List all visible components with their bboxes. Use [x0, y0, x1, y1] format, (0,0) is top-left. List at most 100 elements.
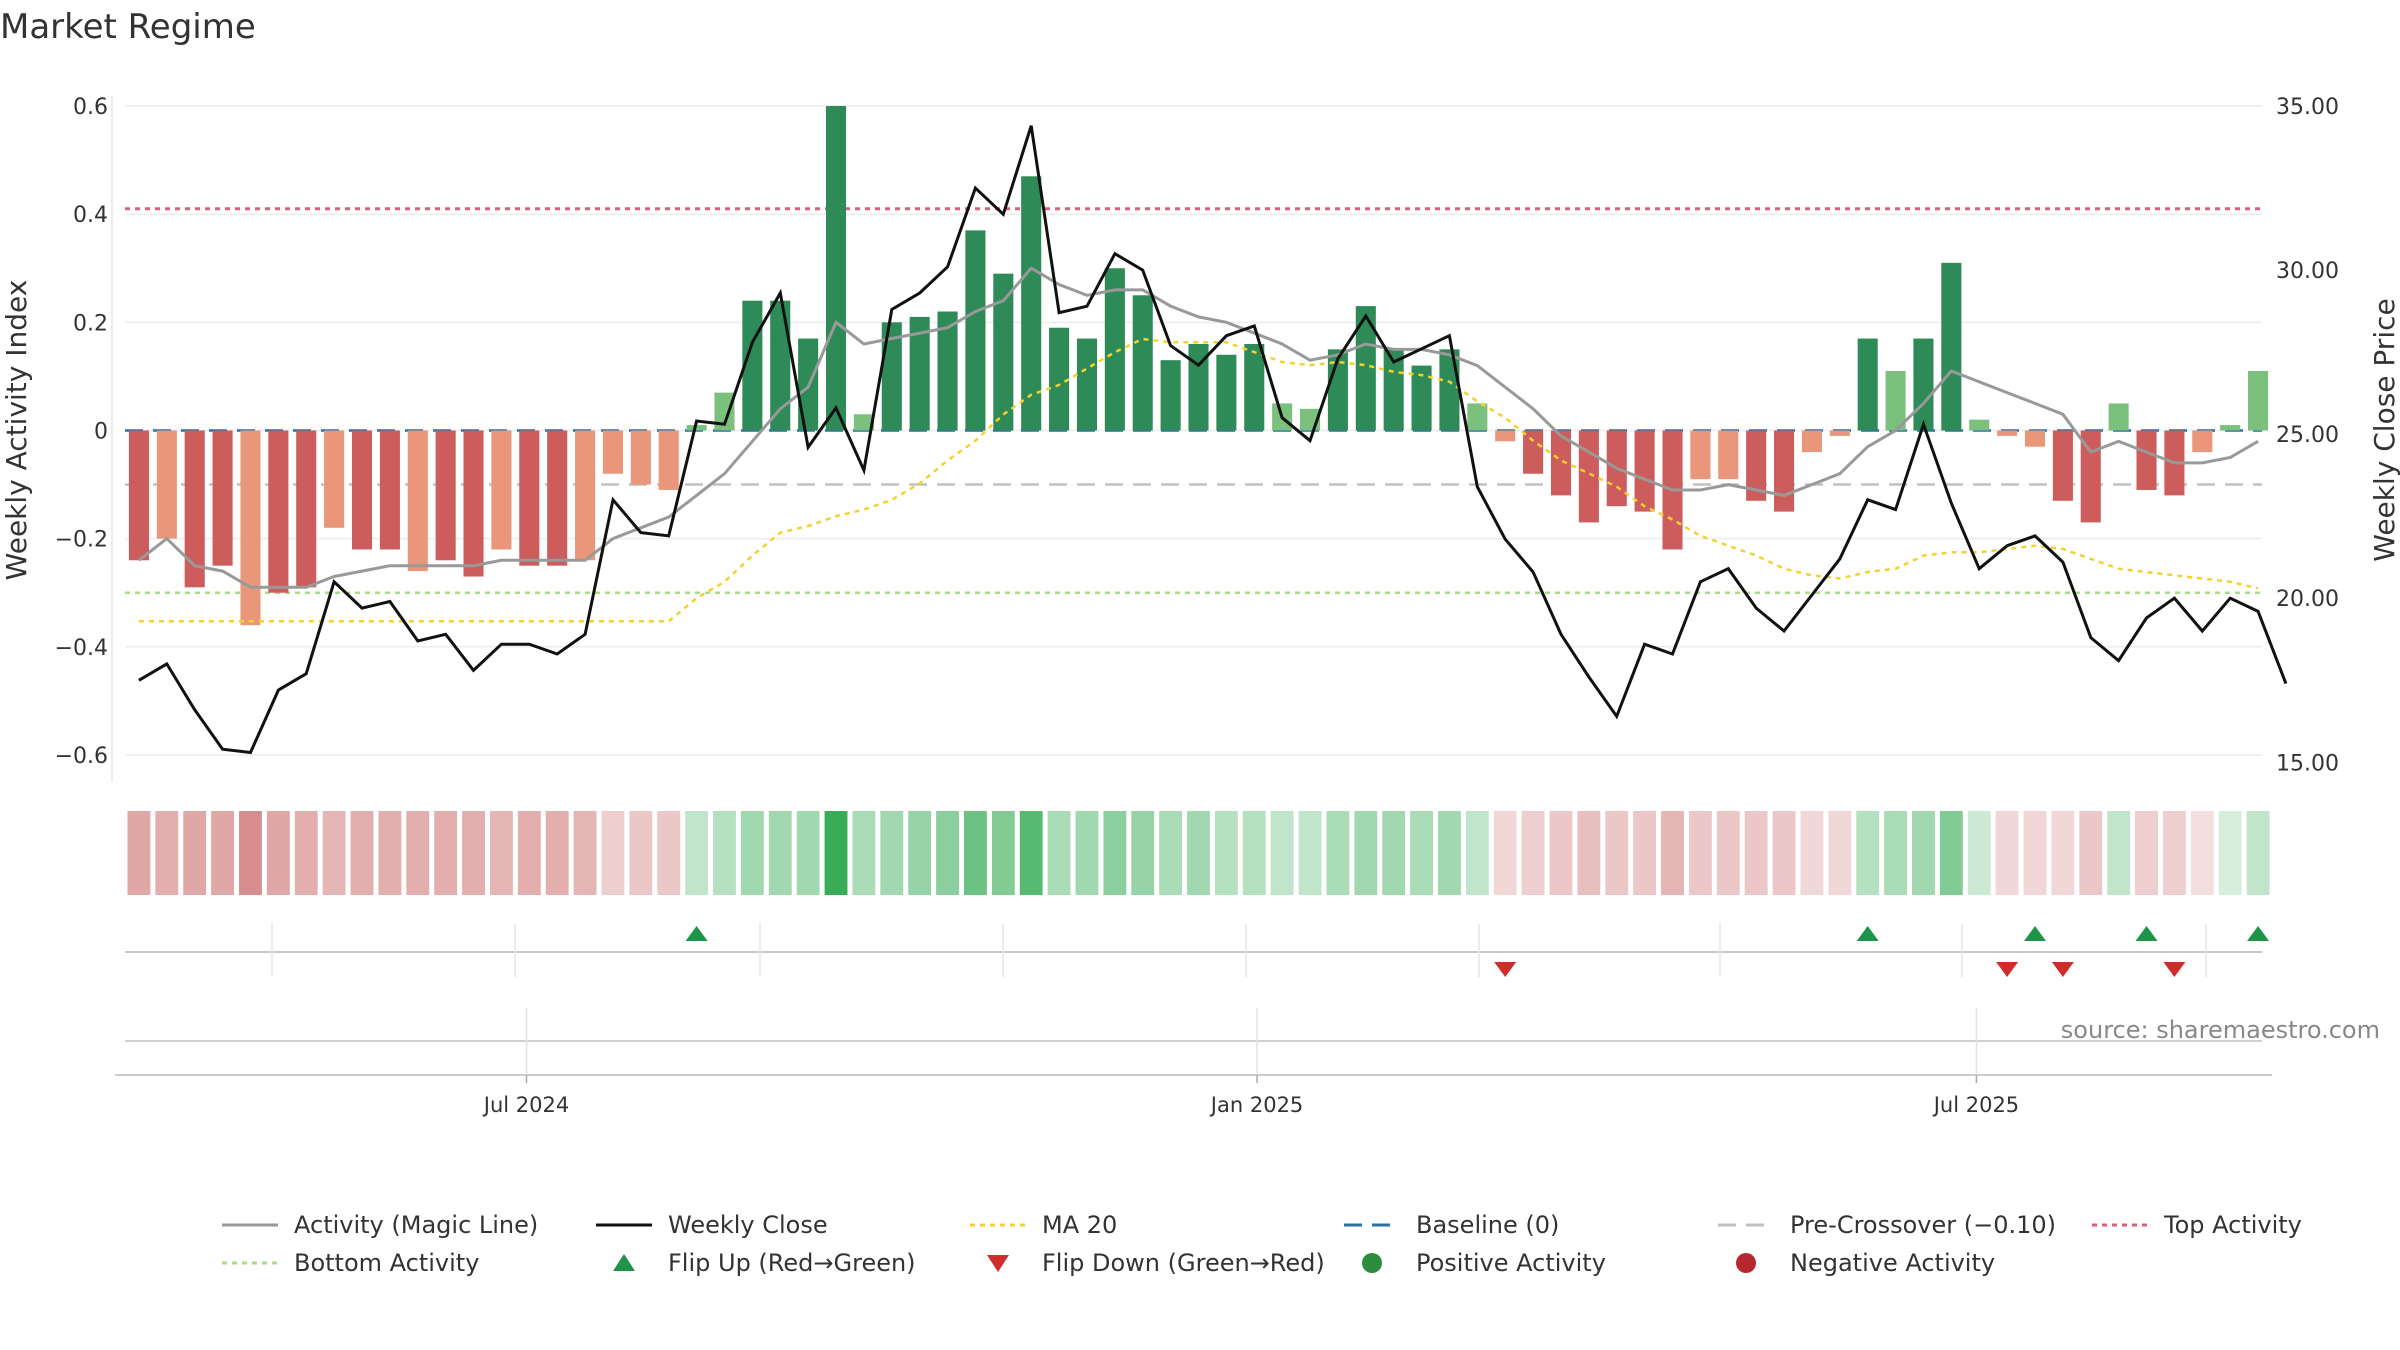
left-tick-label: −0.6 [55, 744, 108, 769]
legend-label: Baseline (0) [1416, 1211, 1559, 1239]
legend-item: Baseline (0) [1344, 1211, 1559, 1239]
legend-item: Positive Activity [1362, 1249, 1606, 1277]
activity-bar [240, 430, 261, 626]
activity-bar [1160, 360, 1181, 431]
activity-bar [324, 430, 345, 528]
regime-strip-cell [155, 811, 179, 895]
right-axis-label: Weekly Close Price [2368, 298, 2400, 561]
right-tick-label: 25.00 [2276, 423, 2339, 448]
date-tick-label: Jul 2024 [482, 1093, 569, 1117]
activity-bar [2052, 430, 2073, 501]
regime-strip-cell [2162, 811, 2186, 895]
left-axis-label: Weekly Activity Index [0, 280, 33, 581]
activity-bar [1969, 419, 1990, 431]
date-tick-labels: Jul 2024 Jan 2025 Jul 2025 [482, 1093, 2019, 1117]
activity-bar [547, 430, 568, 566]
activity-bar [825, 106, 847, 431]
left-tick-label: −0.4 [55, 636, 108, 661]
regime-strip-cell [1828, 811, 1852, 895]
legend-label: Flip Up (Red→Green) [668, 1249, 916, 1277]
regime-strip-cell [322, 811, 346, 895]
regime-strip-cell [2246, 811, 2270, 895]
regime-strip-cell [601, 811, 625, 895]
regime-strip-cell [824, 811, 848, 895]
activity-bar [1941, 262, 1962, 431]
regime-strip-cell [1716, 811, 1740, 895]
activity-bar [658, 430, 679, 490]
activity-bar [1355, 306, 1376, 431]
regime-strip-cell [1410, 811, 1433, 895]
legend-label: Pre-Crossover (−0.10) [1790, 1211, 2056, 1239]
regime-strip-cell [462, 811, 485, 895]
legend-swatch-negative [1736, 1253, 1756, 1273]
activity-bar [491, 430, 512, 550]
regime-strip-cell [1298, 811, 1322, 895]
regime-strip-cell [1438, 811, 1461, 895]
regime-strip-cell [1521, 811, 1545, 895]
legend-item: Activity (Magic Line) [222, 1211, 538, 1239]
legend-swatch-positive [1362, 1253, 1382, 1273]
regime-strip-cell [573, 811, 597, 895]
activity-bar [1774, 430, 1795, 512]
legend-label: Activity (Magic Line) [294, 1211, 538, 1239]
activity-bar [1913, 338, 1934, 431]
legend-item: Weekly Close [596, 1211, 828, 1239]
activity-bar [128, 430, 149, 561]
regime-strip-cell [1688, 811, 1712, 895]
regime-strip-cell [2023, 811, 2047, 895]
activity-bar [630, 430, 651, 485]
activity-bar [770, 300, 791, 431]
regime-strip-cell [1019, 811, 1043, 895]
activity-bar [2248, 370, 2269, 431]
regime-strip-cell [1577, 811, 1601, 895]
regime-strip [127, 811, 2270, 895]
gridlines [111, 96, 2262, 782]
right-axis-ticks: 35.00 30.00 25.00 20.00 15.00 [2276, 95, 2339, 776]
legend-label: Top Activity [2163, 1211, 2302, 1239]
activity-bar [1857, 338, 1878, 431]
regime-strip-cell [796, 811, 820, 895]
flip-up-marker [685, 926, 708, 941]
regime-strip-cell [2079, 811, 2103, 895]
date-tick-label: Jul 2025 [1932, 1093, 2019, 1117]
activity-bar [1885, 370, 1906, 431]
activity-bar [1216, 354, 1237, 431]
regime-strip-cell [1967, 811, 1991, 895]
legend-item: Bottom Activity [222, 1249, 479, 1277]
regime-strip-cell [1103, 811, 1127, 895]
activity-bar [1690, 430, 1711, 480]
regime-strip-cell [545, 811, 569, 895]
activity-bar [1188, 343, 1209, 431]
activity-bar [463, 430, 484, 577]
reference-lines [125, 207, 2262, 594]
flip-down-marker [1996, 962, 2019, 977]
activity-bar [993, 273, 1014, 431]
source-note: source: sharemaestro.com [2061, 1016, 2380, 1044]
activity-bar [379, 430, 400, 550]
left-tick-label: 0 [94, 419, 108, 444]
regime-strip-cell [1187, 811, 1210, 895]
regime-strip-cell [740, 811, 764, 895]
activity-bar [2192, 430, 2213, 453]
regime-strip-cell [768, 811, 792, 895]
activity-bar [853, 414, 874, 431]
regime-strip-cell [239, 811, 262, 895]
regime-strip-cell [1995, 811, 2019, 895]
regime-strip-cell [1549, 811, 1573, 895]
activity-bar [407, 430, 428, 572]
flip-down-marker [2051, 962, 2074, 977]
activity-bar [1049, 327, 1070, 431]
flip-down-marker [1494, 962, 1517, 977]
legend-swatch-flip-down [987, 1255, 1009, 1272]
activity-bar [519, 430, 540, 566]
activity-magic-line [137, 266, 2259, 589]
flip-down-marker [2163, 962, 2186, 977]
flip-up-marker [1856, 926, 1879, 941]
activity-bar [1550, 430, 1572, 496]
activity-bar [212, 430, 233, 566]
left-tick-label: 0.6 [73, 95, 108, 120]
activity-bar [2220, 425, 2241, 431]
activity-bar [1244, 343, 1265, 431]
activity-bar [575, 430, 596, 561]
legend-item: Flip Up (Red→Green) [613, 1249, 916, 1277]
